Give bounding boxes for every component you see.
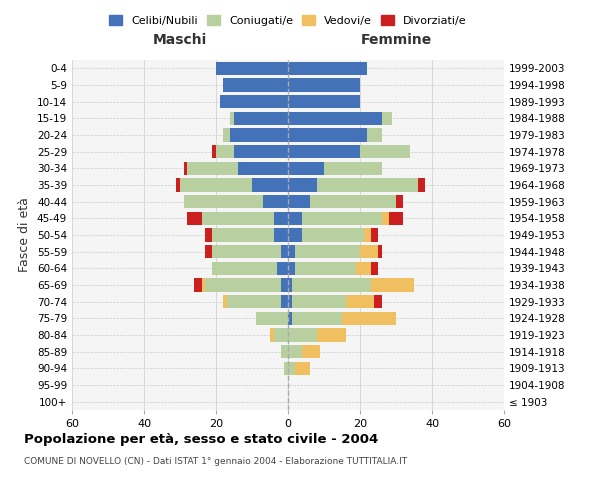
Bar — [252, 178, 288, 192]
Bar — [295, 362, 310, 375]
Bar — [324, 162, 382, 175]
Bar — [184, 195, 263, 208]
Bar — [288, 245, 295, 258]
Bar — [292, 295, 346, 308]
Bar — [374, 295, 382, 308]
Bar — [187, 162, 238, 175]
Bar — [382, 212, 389, 225]
Bar — [187, 212, 202, 225]
Text: Femmine: Femmine — [361, 32, 431, 46]
Bar — [302, 345, 320, 358]
Text: Popolazione per età, sesso e stato civile - 2004: Popolazione per età, sesso e stato civil… — [24, 432, 378, 446]
Text: COMUNE DI NOVELLO (CN) - Dati ISTAT 1° gennaio 2004 - Elaborazione TUTTITALIA.IT: COMUNE DI NOVELLO (CN) - Dati ISTAT 1° g… — [24, 458, 407, 466]
Bar — [205, 278, 281, 291]
Bar — [194, 278, 202, 291]
Bar — [205, 245, 212, 258]
Bar — [212, 245, 281, 258]
Bar — [212, 145, 216, 158]
Bar — [288, 228, 302, 241]
Bar — [360, 145, 410, 158]
Bar — [202, 212, 274, 225]
Bar — [292, 278, 371, 291]
Bar — [277, 262, 288, 275]
Bar — [288, 178, 317, 192]
Bar — [288, 295, 292, 308]
Bar — [256, 312, 288, 325]
Bar — [216, 145, 234, 158]
Bar — [288, 195, 310, 208]
Bar — [234, 145, 288, 158]
Bar — [342, 312, 396, 325]
Bar — [371, 228, 378, 241]
Bar — [367, 128, 382, 141]
Bar — [263, 195, 288, 208]
Bar — [371, 278, 414, 291]
Bar — [317, 178, 418, 192]
Bar — [274, 328, 288, 342]
Bar — [288, 95, 360, 108]
Bar — [295, 245, 360, 258]
Bar — [288, 362, 295, 375]
Bar — [292, 312, 342, 325]
Bar — [382, 112, 392, 125]
Y-axis label: Fasce di età: Fasce di età — [19, 198, 31, 272]
Bar — [216, 62, 288, 75]
Bar — [389, 212, 403, 225]
Text: Maschi: Maschi — [153, 32, 207, 46]
Bar — [288, 262, 295, 275]
Bar — [378, 245, 382, 258]
Bar — [284, 362, 288, 375]
Bar — [223, 78, 288, 92]
Bar — [223, 295, 227, 308]
Bar — [295, 262, 356, 275]
Bar — [238, 162, 288, 175]
Bar — [371, 262, 378, 275]
Bar — [364, 228, 371, 241]
Bar — [223, 128, 230, 141]
Bar — [176, 178, 180, 192]
Bar — [302, 212, 382, 225]
Bar — [184, 162, 187, 175]
Bar — [274, 228, 288, 241]
Bar — [288, 112, 382, 125]
Bar — [288, 78, 360, 92]
Bar — [227, 295, 281, 308]
Bar — [234, 112, 288, 125]
Bar — [288, 162, 324, 175]
Bar — [270, 328, 274, 342]
Bar — [288, 328, 317, 342]
Bar — [346, 295, 374, 308]
Legend: Celibi/Nubili, Coniugati/e, Vedovi/e, Divorziati/e: Celibi/Nubili, Coniugati/e, Vedovi/e, Di… — [105, 10, 471, 30]
Bar — [202, 278, 205, 291]
Bar — [205, 228, 212, 241]
Bar — [418, 178, 425, 192]
Bar — [281, 278, 288, 291]
Bar — [288, 345, 302, 358]
Bar — [356, 262, 371, 275]
Bar — [230, 112, 234, 125]
Bar — [302, 228, 364, 241]
Bar — [317, 328, 346, 342]
Bar — [360, 245, 378, 258]
Bar — [288, 278, 292, 291]
Bar — [281, 245, 288, 258]
Bar — [281, 295, 288, 308]
Bar — [212, 262, 277, 275]
Bar — [310, 195, 396, 208]
Bar — [230, 128, 288, 141]
Bar — [288, 128, 367, 141]
Bar — [180, 178, 252, 192]
Bar — [288, 62, 367, 75]
Bar — [274, 212, 288, 225]
Bar — [396, 195, 403, 208]
Bar — [220, 95, 288, 108]
Bar — [288, 212, 302, 225]
Bar — [281, 345, 288, 358]
Bar — [288, 145, 360, 158]
Bar — [288, 312, 292, 325]
Bar — [212, 228, 274, 241]
